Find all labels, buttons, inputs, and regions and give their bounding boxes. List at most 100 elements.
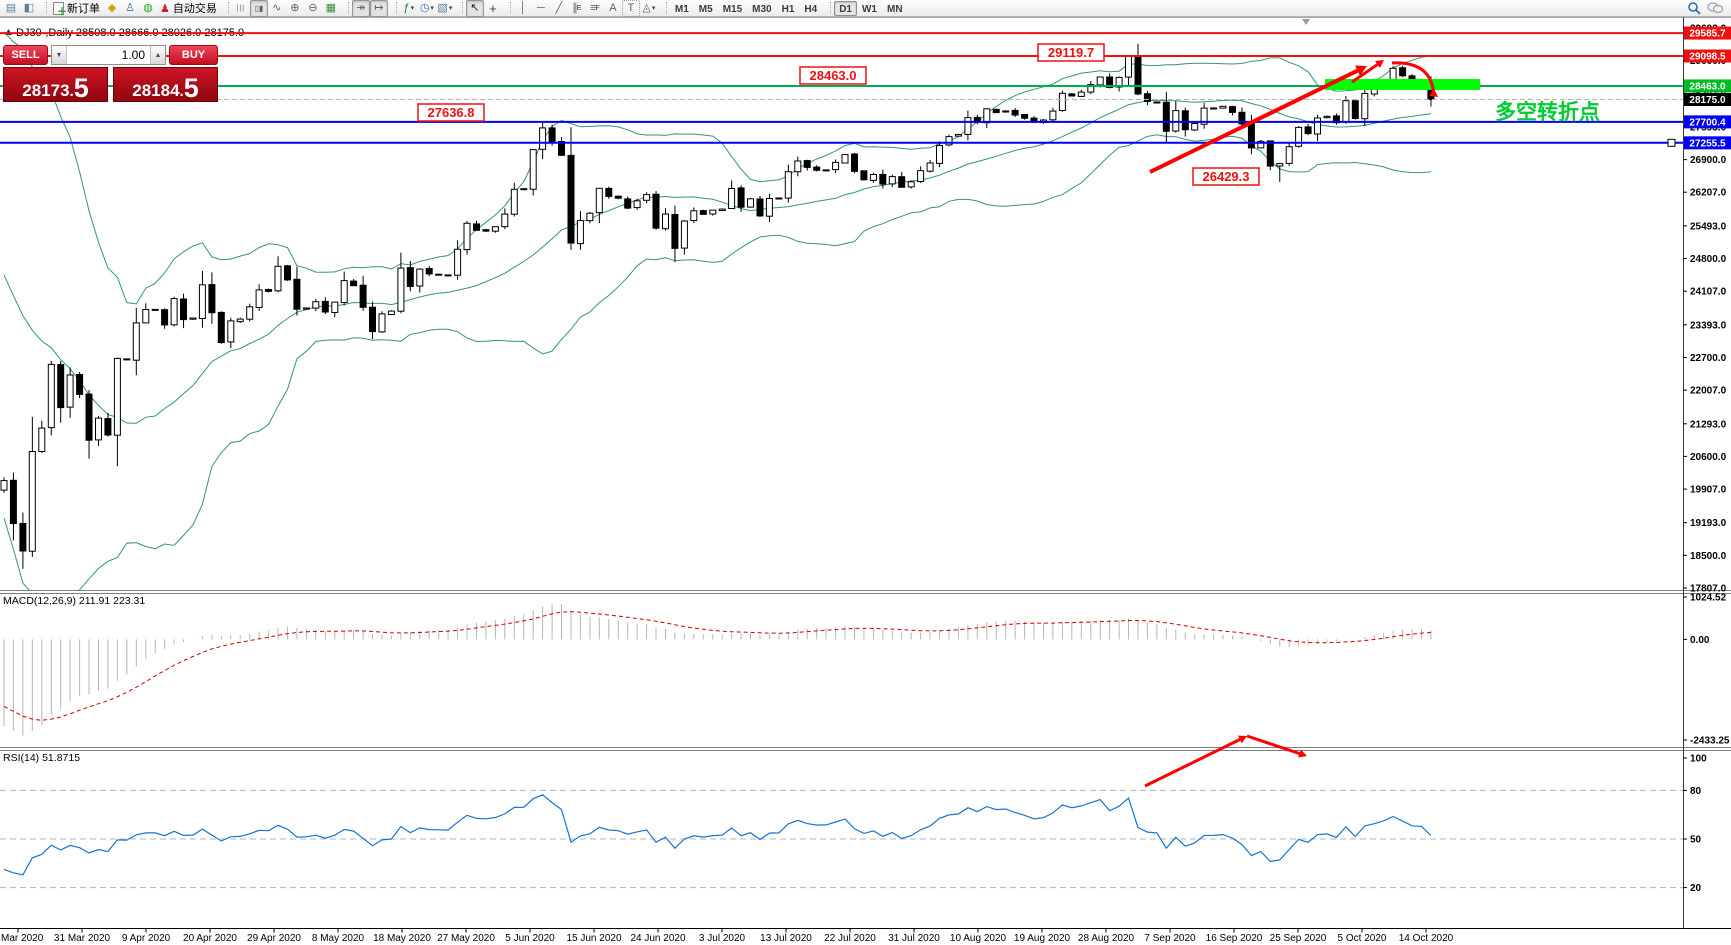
eraser-icon[interactable]: ◆ — [107, 1, 117, 14]
volume-decrease-icon[interactable]: ▼ — [52, 46, 67, 64]
price-badge: 28175.0 — [1684, 93, 1731, 107]
sell-price-display[interactable]: 28173. 5 — [3, 67, 108, 102]
signal-icon[interactable]: ◍ — [143, 1, 153, 14]
price-annotation-label[interactable]: 27636.8 — [417, 103, 485, 122]
vertical-line-tool-icon[interactable]: │ — [519, 1, 527, 14]
chart-background — [0, 17, 1731, 945]
svg-text:28 Aug 2020: 28 Aug 2020 — [1078, 933, 1135, 944]
bar-chart-mode-icon[interactable]: ||| — [236, 4, 246, 12]
fibonacci-tool-icon[interactable]: ≡ F — [590, 1, 600, 14]
tab-timeframe-mn[interactable]: MN — [882, 1, 908, 16]
data-window-icon[interactable]: ◧ — [23, 1, 35, 14]
chart-shift-icon[interactable]: ↦ — [369, 0, 388, 17]
svg-text:25 Sep 2020: 25 Sep 2020 — [1270, 933, 1327, 944]
tab-timeframe-m30[interactable]: M30 — [747, 1, 776, 16]
toolbar-grip — [41, 2, 47, 14]
tab-timeframe-h1[interactable]: H1 — [777, 1, 800, 16]
sell-button[interactable]: SELL — [3, 45, 48, 65]
svg-text:28175.0: 28175.0 — [1689, 95, 1726, 106]
svg-text:22700.0: 22700.0 — [1690, 353, 1727, 364]
label-tool-icon[interactable]: T — [621, 0, 640, 17]
auto-scroll-icon[interactable]: ↠ — [351, 0, 370, 17]
trendline-handle[interactable] — [1667, 138, 1676, 147]
svg-text:26900.0: 26900.0 — [1690, 155, 1727, 166]
tab-timeframe-m5[interactable]: M5 — [694, 1, 718, 16]
zoom-in-icon[interactable]: ⊕ — [290, 1, 300, 14]
shapes-tool-icon[interactable]: ◬ ▾ — [642, 1, 656, 14]
buy-price-display[interactable]: 28184. 5 — [113, 67, 218, 102]
svg-text:24 Jun 2020: 24 Jun 2020 — [630, 933, 685, 944]
new-order-icon: ＋ — [53, 1, 67, 17]
svg-text:5 Jun 2020: 5 Jun 2020 — [505, 933, 555, 944]
svg-text:29585.7: 29585.7 — [1689, 29, 1726, 40]
svg-text:14 Oct 2020: 14 Oct 2020 — [1399, 933, 1454, 944]
new-chart-icon[interactable]: ▤ — [5, 1, 17, 14]
horizontal-line-tool-icon[interactable]: ─ — [536, 1, 545, 14]
price-axis[interactable]: 29693.029000.028307.027593.026900.026207… — [1683, 24, 1731, 895]
cursor-icon[interactable]: ↖ — [465, 0, 484, 17]
volume-value[interactable]: 1.00 — [121, 48, 145, 62]
svg-text:29119.7: 29119.7 — [1048, 45, 1094, 60]
channel-tool-icon[interactable]: ∥ E — [572, 1, 582, 14]
search-icon[interactable] — [1687, 1, 1701, 15]
svg-text:29 Apr 2020: 29 Apr 2020 — [247, 933, 301, 944]
tab-timeframe-d1[interactable]: D1 — [834, 0, 857, 16]
svg-text:28463.0: 28463.0 — [810, 68, 857, 83]
autotrading-label: 自动交易 — [172, 3, 217, 15]
tab-timeframe-m1[interactable]: M1 — [670, 1, 694, 16]
tab-timeframe-h4[interactable]: H4 — [799, 1, 822, 16]
svg-text:24107.0: 24107.0 — [1690, 287, 1727, 298]
volume-stepper[interactable]: ▼ 1.00 ▲ — [51, 45, 166, 65]
chat-icon[interactable] — [1707, 1, 1723, 15]
svg-text:19907.0: 19907.0 — [1690, 485, 1727, 496]
svg-text:21293.0: 21293.0 — [1690, 419, 1727, 430]
toolbar-grip — [223, 2, 229, 14]
buy-button[interactable]: BUY — [169, 45, 218, 65]
price-annotation-label[interactable]: 28463.0 — [799, 66, 867, 85]
svg-text:26429.3: 26429.3 — [1203, 169, 1250, 184]
toolbar-grip — [343, 2, 349, 14]
periods-icon[interactable]: ◷ ▾ — [419, 1, 434, 14]
svg-text:27 May 2020: 27 May 2020 — [437, 933, 495, 944]
toolbar-grip — [505, 2, 511, 14]
profile-icon[interactable]: ♙ — [125, 1, 135, 14]
rsi-label: RSI(14) 51.8715 — [3, 752, 80, 764]
add-indicator-icon[interactable]: ƒ ▾ — [403, 1, 415, 14]
price-level-lines[interactable] — [0, 32, 1683, 147]
time-axis[interactable]: 2 Mar 2020 31 Mar 2020 9 Apr 2020 20 Apr 20… — [0, 928, 1454, 945]
autotrading-button[interactable]: ♟ 自动交易 — [157, 1, 220, 16]
buy-price-dot: . — [179, 83, 184, 100]
svg-text:17807.0: 17807.0 — [1690, 583, 1727, 594]
price-annotation-label[interactable]: 29119.7 — [1037, 43, 1105, 62]
svg-text:20600.0: 20600.0 — [1690, 452, 1727, 463]
template-icon[interactable]: ▧ ▾ — [437, 1, 453, 14]
zoom-out-icon[interactable]: ⊖ — [308, 1, 318, 14]
svg-text:8 May 2020: 8 May 2020 — [312, 933, 365, 944]
rsi-arrows — [1144, 734, 1307, 788]
toolbar-grip — [825, 2, 832, 14]
svg-text:20 Apr 2020: 20 Apr 2020 — [183, 933, 237, 944]
new-order-button[interactable]: ＋ 新订单 — [50, 1, 103, 17]
buy-price-pip: 5 — [183, 72, 199, 103]
text-tool-icon[interactable]: A — [609, 1, 617, 14]
price-annotation-label[interactable]: 26429.3 — [1192, 167, 1260, 186]
highlight-band[interactable] — [1325, 79, 1480, 90]
candlestick-mode-icon[interactable]: ▯▮ — [249, 0, 268, 17]
svg-text:29098.5: 29098.5 — [1689, 52, 1726, 63]
volume-increase-icon[interactable]: ▲ — [150, 46, 165, 64]
tab-timeframe-m15[interactable]: M15 — [718, 1, 747, 16]
svg-text:3 Jul 2020: 3 Jul 2020 — [699, 933, 746, 944]
trend-arrows — [1149, 60, 1438, 174]
svg-text:20: 20 — [1690, 883, 1702, 894]
tile-windows-icon[interactable]: ▦ — [325, 1, 337, 14]
crosshair-icon[interactable]: + — [489, 0, 497, 16]
line-chart-mode-icon[interactable]: ∿ — [272, 1, 282, 14]
trendline-tool-icon[interactable]: ╱ — [555, 1, 563, 14]
svg-text:31 Mar 2020: 31 Mar 2020 — [54, 933, 111, 944]
tab-timeframe-w1[interactable]: W1 — [857, 1, 882, 16]
toolbar: ▤ ◧ ＋ 新订单 ◆ ♙ ◍ ♟ 自动交易 ||| ▯▮ ∿ ⊕ ⊖ ▦ ↠ … — [0, 0, 1731, 17]
svg-text:5 Oct 2020: 5 Oct 2020 — [1338, 933, 1387, 944]
svg-text:13 Jul 2020: 13 Jul 2020 — [760, 933, 812, 944]
